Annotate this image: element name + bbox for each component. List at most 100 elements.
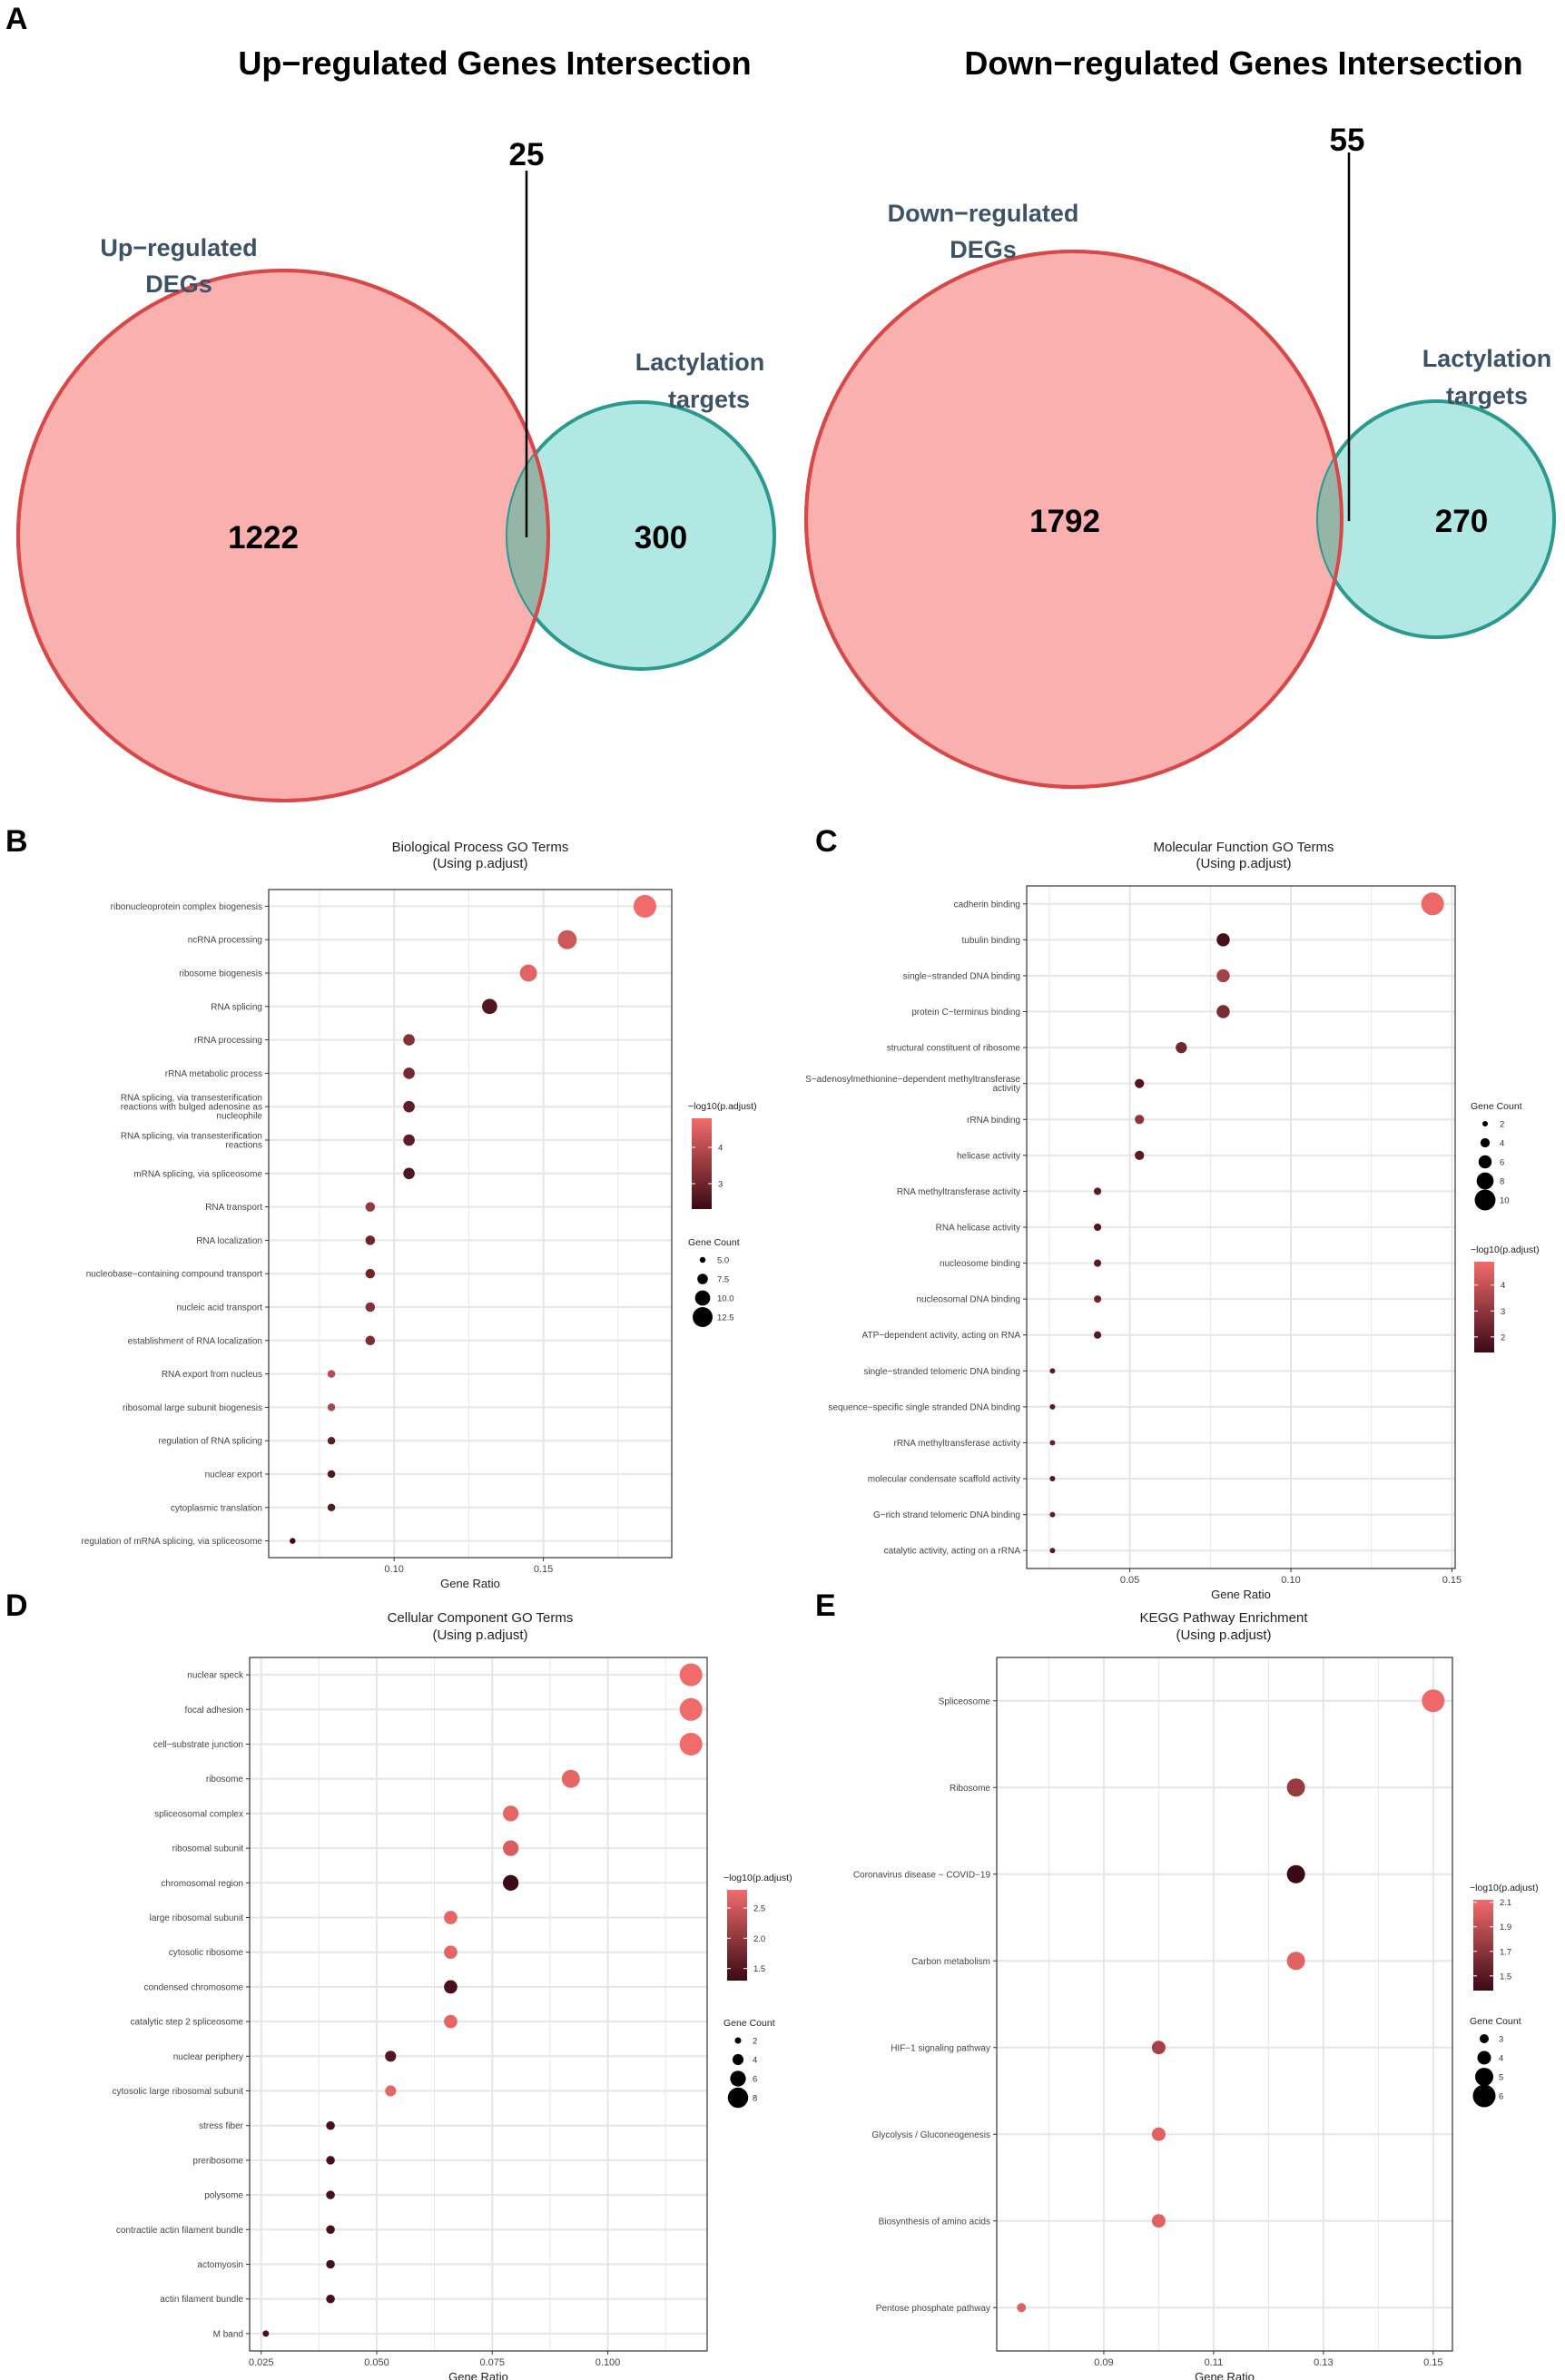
- y-tick-label-sequence-specific-single-stranded-dna-binding: sequence−specific single stranded DNA bi…: [828, 1402, 1020, 1412]
- venn-up-right-label-1: Lactylation: [635, 349, 765, 376]
- dotplot-kegg-pathway: KEGG Pathway Enrichment (Using p.adjust) 0…: [853, 1610, 1539, 2380]
- color-legend-title: −log10(p.adjust): [1471, 1244, 1540, 1255]
- x-tick-label: 0.15: [1442, 1575, 1462, 1586]
- size-legend-label: 10.0: [717, 1294, 734, 1304]
- size-legend-dot: [697, 1274, 708, 1284]
- y-tick-label-ncrna-processing: ncRNA processing: [188, 936, 262, 946]
- plot-area: [250, 1657, 707, 2351]
- dotplot-biological-process: Biological Process GO Terms(Using p.adju…: [81, 840, 756, 1590]
- y-tick-label-cytoplasmic-translation: cytoplasmic translation: [171, 1503, 262, 1513]
- color-legend-label: 2.1: [1500, 1898, 1511, 1908]
- size-legend-dot: [1478, 1155, 1492, 1169]
- dot-ncrna-processing: [557, 929, 577, 949]
- size-legend-label: 6: [753, 2075, 757, 2085]
- dot-polysome: [326, 2190, 335, 2199]
- color-legend-label: 2: [1501, 1333, 1505, 1342]
- x-tick-label: 0.100: [595, 2357, 621, 2368]
- dot-rna-splicing-via-transesterification-reactions: [403, 1134, 415, 1146]
- y-tick-label-contractile-actin-filament-bundle: contractile actin filament bundle: [116, 2226, 244, 2236]
- dot-contractile-actin-filament-bundle: [326, 2225, 335, 2235]
- y-tick-label-pentose-phosphate-pathway: Pentose phosphate pathway: [876, 2304, 990, 2314]
- y-tick-label-polysome: polysome: [204, 2191, 243, 2201]
- y-tick-label-rna-transport: RNA transport: [205, 1203, 262, 1213]
- y-tick-label-chromosomal-region: chromosomal region: [161, 1879, 243, 1889]
- dot-ribosome: [1286, 1778, 1305, 1797]
- x-tick-label: 0.13: [1314, 2357, 1333, 2368]
- y-tick-label-ribonucleoprotein-complex-biogenesis: ribonucleoprotein complex biogenesis: [111, 902, 262, 912]
- y-tick-label-helicase-activity: helicase activity: [957, 1151, 1020, 1161]
- x-tick-label: 0.09: [1094, 2357, 1113, 2368]
- dot-catalytic-activity-acting-on-a-rrna: [1049, 1548, 1056, 1554]
- y-tick-label-actin-filament-bundle: actin filament bundle: [160, 2295, 243, 2305]
- dot-rna-export-from-nucleus: [327, 1370, 336, 1378]
- y-tick-label-rna-splicing: RNA splicing: [211, 1002, 262, 1012]
- y-tick-label-tubulin-binding: tubulin binding: [962, 936, 1021, 946]
- color-legend-label: 3: [1501, 1307, 1505, 1317]
- size-legend-title: Gene Count: [1470, 2016, 1521, 2027]
- y-tick-label-rna-splicing-via-transesterification-reactions: RNA splicing, via transesterification rea…: [121, 1132, 262, 1151]
- color-legend-title: −log10(p.adjust): [723, 1873, 792, 1883]
- color-legend-label: 4: [1501, 1281, 1505, 1291]
- size-legend-label: 10: [1500, 1196, 1510, 1206]
- y-tick-label-g-rich-strand-telomeric-dna-binding: G−rich strand telomeric DNA binding: [873, 1510, 1020, 1520]
- x-axis-label: Gene Ratio: [1195, 2370, 1255, 2380]
- y-tick-label-biosynthesis-of-amino-acids: Biosynthesis of amino acids: [879, 2217, 990, 2227]
- x-axis-label: Gene Ratio: [440, 1577, 500, 1590]
- dot-structural-constituent-of-ribosome: [1176, 1041, 1187, 1054]
- venn-down-left-label-2: DEGs: [950, 236, 1017, 263]
- venn-down: Down−regulated Genes Intersection 55 Dow…: [804, 44, 1556, 789]
- dot-cytoplasmic-translation: [327, 1503, 336, 1512]
- x-tick-label: 0.15: [1423, 2357, 1442, 2368]
- y-tick-label-nucleosomal-dna-binding: nucleosomal DNA binding: [916, 1295, 1020, 1305]
- dot-nuclear-export: [327, 1470, 336, 1479]
- y-tick-label-atp-dependent-activity-acting-on-rna: ATP−dependent activity, acting on RNA: [862, 1331, 1021, 1341]
- plot-subtitle-c: (Using p.adjust): [1196, 856, 1291, 871]
- size-legend-dot: [693, 1307, 713, 1327]
- dot-rna-helicase-activity: [1094, 1223, 1102, 1232]
- y-tick-label-nucleic-acid-transport: nucleic acid transport: [177, 1303, 263, 1313]
- panel-label-d: D: [5, 1588, 28, 1623]
- color-legend-label: 1.5: [1500, 1972, 1511, 1982]
- y-tick-label-nuclear-export: nuclear export: [205, 1470, 263, 1480]
- size-legend-label: 7.5: [717, 1275, 729, 1285]
- panel-label-a: A: [5, 2, 28, 36]
- size-legend-dot: [1480, 1137, 1491, 1148]
- dot-regulation-of-rna-splicing: [327, 1436, 336, 1445]
- dot-carbon-metabolism: [1286, 1952, 1305, 1971]
- venn-up-left-label-1: Up−regulated: [100, 234, 257, 261]
- color-legend-label: 2.5: [753, 1904, 765, 1914]
- x-tick-label: 0.10: [1281, 1575, 1300, 1586]
- venn-down-overlap-count: 55: [1330, 123, 1365, 158]
- color-legend-label: 4: [718, 1144, 723, 1154]
- y-tick-label-rna-methyltransferase-activity: RNA methyltransferase activity: [897, 1187, 1020, 1197]
- y-tick-label-carbon-metabolism: Carbon metabolism: [911, 1957, 990, 1967]
- y-tick-label-rrna-metabolic-process: rRNA metabolic process: [165, 1069, 262, 1079]
- size-legend-label: 2: [753, 2037, 757, 2047]
- y-tick-label-single-stranded-dna-binding: single−stranded DNA binding: [903, 971, 1020, 981]
- dot-ribosomal-subunit: [502, 1840, 519, 1856]
- size-legend-label: 4: [1500, 1139, 1504, 1149]
- dot-actomyosin: [326, 2259, 335, 2269]
- y-tick-label-nucleosome-binding: nucleosome binding: [940, 1259, 1020, 1269]
- dot-nuclear-periphery: [385, 2051, 397, 2062]
- venn-up-overlap-count: 25: [509, 137, 545, 172]
- color-legend-label: 3: [718, 1180, 723, 1190]
- venn-down-right-count: 270: [1435, 504, 1488, 539]
- dot-rrna-methyltransferase-activity: [1049, 1440, 1056, 1446]
- y-tick-label-cell-substrate-junction: cell−substrate junction: [153, 1740, 243, 1750]
- color-legend-bar: [1473, 1900, 1493, 1991]
- x-tick-label: 0.075: [480, 2357, 506, 2368]
- color-legend-bar: [1474, 1262, 1494, 1352]
- dot-regulation-of-mrna-splicing-via-spliceosome: [290, 1538, 296, 1544]
- dot-glycolysis-gluconeogenesis: [1151, 2127, 1166, 2141]
- y-tick-label-rrna-binding: rRNA binding: [967, 1116, 1020, 1126]
- dot-catalytic-step-2-spliceosome: [444, 2014, 458, 2029]
- color-legend-bar: [692, 1118, 712, 1209]
- x-tick-label: 0.050: [364, 2357, 389, 2368]
- size-legend-label: 2: [1500, 1120, 1504, 1130]
- size-legend-label: 3: [1499, 2035, 1503, 2045]
- dotplot-molecular-function: Molecular Function GO Terms(Using p.adju…: [805, 840, 1539, 1601]
- plot-subtitle-e: (Using p.adjust): [1176, 1628, 1271, 1643]
- dot-mrna-splicing-via-spliceosome: [403, 1167, 415, 1180]
- dot-g-rich-strand-telomeric-dna-binding: [1049, 1511, 1056, 1518]
